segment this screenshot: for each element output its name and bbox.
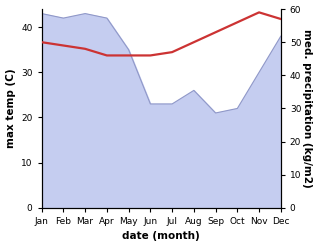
Y-axis label: med. precipitation (kg/m2): med. precipitation (kg/m2) (302, 29, 313, 188)
Y-axis label: max temp (C): max temp (C) (5, 69, 16, 148)
X-axis label: date (month): date (month) (122, 231, 200, 242)
